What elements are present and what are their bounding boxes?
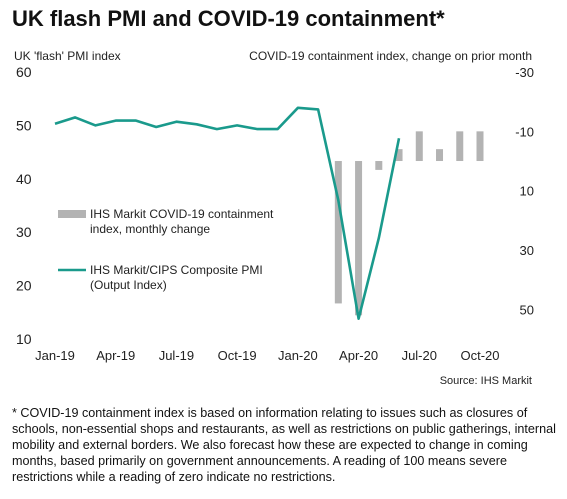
bar-Aug-20 (436, 149, 444, 162)
source-label: Source: IHS Markit (440, 375, 532, 387)
right-tick-label: 10 (520, 184, 534, 199)
x-tick-label: Jul-19 (159, 348, 194, 363)
x-tick-label: Apr-19 (96, 348, 135, 363)
left-tick-label: 40 (16, 171, 32, 187)
x-tick-label: Jul-20 (402, 348, 437, 363)
right-axis-label: COVID-19 containment index, change on pr… (249, 49, 532, 63)
right-tick-labels: -30 -10 10 30 50 (515, 65, 534, 317)
bar-Sep-20 (456, 131, 464, 162)
right-tick-label: 30 (520, 243, 534, 258)
right-tick-label: -10 (515, 124, 534, 139)
bar-May-20 (375, 161, 383, 170)
x-tick-label: Jan-20 (278, 348, 318, 363)
left-tick-label: 50 (16, 117, 32, 133)
left-tick-label: 20 (16, 278, 32, 294)
left-tick-label: 10 (16, 331, 32, 347)
x-tick-label: Jan-19 (35, 348, 75, 363)
legend: IHS Markit COVID-19 containment index, mo… (58, 207, 274, 292)
x-tick-label: Oct-20 (460, 348, 499, 363)
x-tick-label: Apr-20 (339, 348, 378, 363)
left-tick-labels: 60 50 40 30 20 10 (16, 64, 32, 347)
bar-Jun-20 (395, 149, 403, 162)
bar-Jul-20 (415, 131, 423, 162)
left-tick-label: 60 (16, 64, 32, 80)
legend-label: IHS Markit COVID-19 containment index, mo… (90, 207, 274, 236)
bar-Mar-20 (334, 161, 342, 304)
bar-Oct-20 (476, 131, 484, 162)
lines-group (54, 106, 401, 321)
left-tick-label: 30 (16, 224, 32, 240)
chart-area: UK 'flash' PMI index COVID-19 containmen… (14, 49, 534, 387)
pmi-line (54, 106, 401, 321)
x-tick-label: Oct-19 (218, 348, 257, 363)
left-axis-label: UK 'flash' PMI index (14, 49, 121, 63)
bars-group (334, 131, 484, 316)
footnote: * COVID-19 containment index is based on… (12, 406, 556, 484)
right-tick-label: -30 (515, 65, 534, 80)
legend-label: IHS Markit/CIPS Composite PMI (Output Ind… (90, 263, 263, 292)
legend-swatch-bar (58, 210, 86, 218)
x-tick-labels: Jan-19 Apr-19 Jul-19 Oct-19 Jan-20 Apr-20 Jul-… (35, 348, 499, 363)
bar-Apr-20 (355, 161, 363, 316)
right-tick-label: 50 (520, 302, 534, 317)
chart-title: UK flash PMI and COVID-19 containment* (12, 6, 445, 31)
